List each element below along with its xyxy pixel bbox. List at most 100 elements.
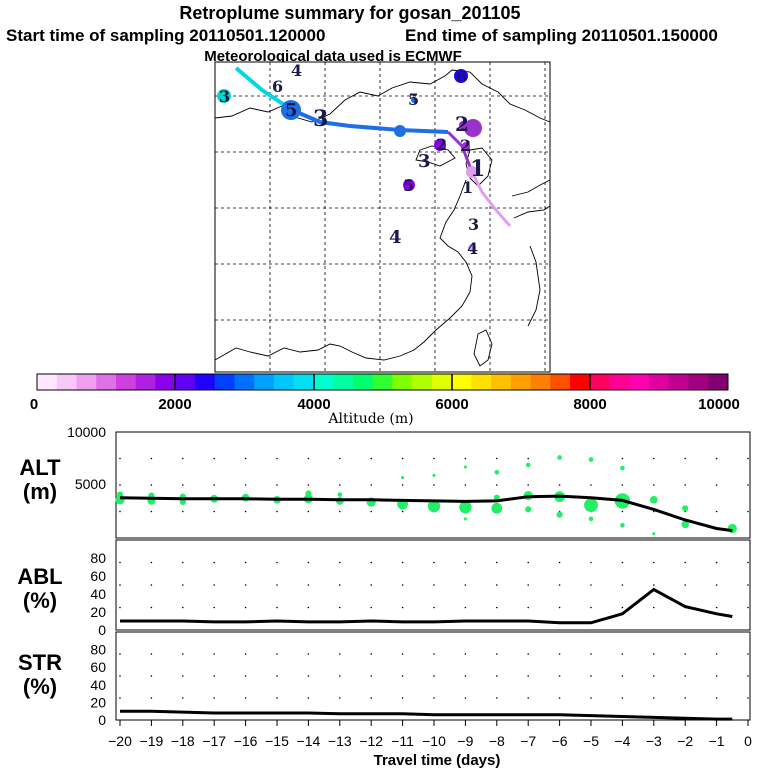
map-frame (214, 61, 551, 373)
plume-point (588, 516, 594, 522)
grid-dot (496, 675, 498, 677)
ytick-label: 80 (90, 642, 106, 658)
grid-dot (150, 510, 153, 513)
colorbar-cell (214, 374, 235, 390)
plume-point (401, 476, 405, 480)
day-label: 6 (456, 67, 467, 86)
grid-dot (307, 484, 310, 486)
grid-dot (244, 584, 247, 586)
day-label: 3 (468, 215, 479, 234)
day-label: 1 (462, 178, 473, 197)
grid-dot (433, 675, 435, 677)
colorbar-cell (412, 374, 433, 390)
grid-dot (339, 675, 341, 677)
alt-mean-line (119, 494, 733, 533)
grid-dot (213, 606, 215, 609)
grid-dot (307, 561, 310, 564)
colorbar-tick: 2000 (158, 396, 191, 413)
grid-dot (276, 510, 278, 513)
plume-point (459, 501, 472, 514)
grid-dot (150, 653, 153, 655)
plume-marker (434, 139, 446, 151)
grid-dot (150, 675, 153, 677)
grid-dot (747, 484, 749, 486)
colorbar-tick: 4000 (297, 396, 330, 413)
colorbar-cell (234, 374, 255, 390)
day-label: 2 (455, 112, 469, 136)
plume-point (681, 520, 690, 529)
grid-dot (276, 606, 278, 609)
grid-dot (433, 606, 435, 609)
colorbar-cell (530, 374, 551, 390)
grid-dot (653, 606, 655, 609)
grid-dot (684, 484, 686, 486)
day-label: 3 (313, 106, 328, 132)
grid-dot (150, 606, 153, 609)
day-label: 2 (436, 135, 447, 154)
grid-dot (684, 653, 686, 655)
grid-dot (558, 584, 561, 586)
grid-dot (496, 606, 498, 609)
colorbar-cell (115, 374, 137, 390)
grid-dot (370, 484, 373, 486)
grid-dot (276, 697, 278, 699)
grid-dot (621, 457, 624, 460)
x-tick-label: −15 (265, 733, 289, 749)
grid-dot (339, 584, 341, 586)
grid-dot (527, 697, 529, 699)
colorbar-tick: 10000 (698, 396, 740, 413)
grid-dot (307, 697, 310, 699)
day-label: 2 (460, 136, 471, 155)
grid-dot (558, 697, 561, 699)
ytick-label: 20 (90, 694, 106, 710)
colorbar-cell (333, 374, 354, 390)
grid-dot (370, 606, 373, 609)
grid-dot (527, 606, 529, 609)
x-tick-label: −6 (552, 733, 568, 749)
alt-unit: (m) (23, 479, 57, 504)
colorbar-cell (451, 374, 472, 390)
grid-dot (339, 561, 341, 564)
grid-dot (339, 457, 341, 460)
grid-dot (119, 675, 121, 677)
x-tick-label: −2 (677, 733, 693, 749)
x-tick-label: −20 (108, 733, 132, 749)
grid-dot (370, 675, 373, 677)
grid-dot (119, 653, 121, 655)
grid-dot (307, 457, 310, 460)
x-tick-label: −17 (202, 733, 226, 749)
grid-dot (150, 584, 153, 586)
grid-dot (464, 484, 467, 486)
colorbar-dividers (174, 374, 591, 390)
grid-dot (747, 584, 749, 586)
grid-dot (590, 675, 592, 677)
grid-dot (433, 457, 435, 460)
plume-marker (454, 69, 468, 83)
plume-point (652, 532, 656, 536)
x-tick-label: −11 (391, 733, 414, 749)
colorbar-cell (76, 374, 97, 390)
grid-dot (621, 584, 624, 586)
grid-dot (182, 561, 184, 564)
grid-dot (213, 653, 215, 655)
altitude-colorbar: 0 2000 4000 6000 8000 10000 Altitude (m) (30, 373, 740, 427)
plume-point (649, 495, 658, 504)
grid-dot (747, 653, 749, 655)
x-tick-label: −13 (328, 733, 352, 749)
x-tick-label: −8 (489, 733, 505, 749)
x-tick-label: −10 (422, 733, 446, 749)
grid-dot (747, 457, 749, 460)
grid-dot (433, 561, 435, 564)
colorbar-cell (649, 374, 670, 390)
grid-dot (213, 584, 215, 586)
grid-dot (590, 584, 592, 586)
grid-dot (527, 484, 529, 486)
grid-dot (684, 697, 686, 699)
colorbar-cell (273, 374, 295, 390)
plume-marker (464, 119, 482, 137)
grid-dot (590, 484, 592, 486)
grid-dot (276, 561, 278, 564)
grid-dot (653, 457, 655, 460)
grid-dot (747, 606, 749, 609)
